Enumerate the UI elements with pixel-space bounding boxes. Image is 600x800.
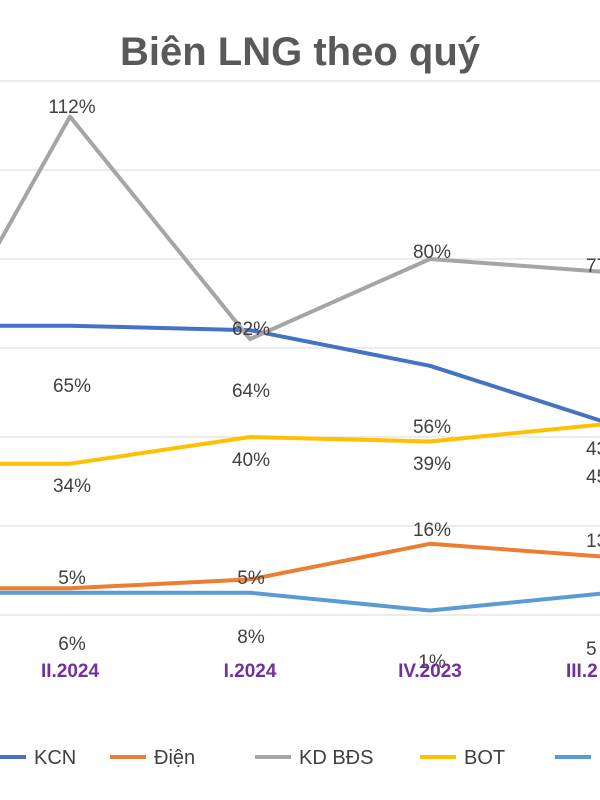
data-label: 77: [586, 256, 600, 277]
x-tick-label: I.2024: [224, 661, 277, 682]
series-line-series-5: [0, 590, 600, 613]
x-tick-label: III.2: [566, 661, 598, 682]
legend-label: KD BĐS: [299, 747, 373, 769]
data-labels: 65% 64% 56% 43 6% 8% 16% 13 112% 62% 80% 77 34% 40% 39…: [48, 97, 600, 673]
data-label: 5%: [58, 568, 86, 589]
series-line-kcn: [0, 323, 600, 423]
legend-label: Điện: [154, 747, 195, 769]
data-label: 6%: [58, 634, 86, 655]
data-label: 40%: [232, 450, 270, 471]
series-lines: [0, 114, 600, 613]
data-label: 62%: [232, 319, 270, 340]
chart-title: Biên LNG theo quý: [120, 30, 481, 74]
data-label: 112%: [48, 97, 95, 118]
data-label: 5: [586, 639, 597, 660]
gridlines: [0, 80, 600, 616]
series-line-bot: [0, 422, 600, 466]
data-label: 1%: [418, 652, 446, 673]
legend: KCN Điện KD BĐS BOT: [0, 747, 591, 769]
legend-label: BOT: [464, 747, 505, 769]
data-label: 43: [586, 439, 600, 460]
data-label: 5%: [237, 568, 265, 589]
data-label: 8%: [237, 627, 265, 648]
x-axis-ticks: II.2024 I.2024 IV.2023 III.2: [41, 661, 598, 682]
series-line-điện: [0, 541, 600, 591]
x-tick-label: II.2024: [41, 661, 100, 682]
data-label: 80%: [413, 242, 451, 263]
data-label: 64%: [232, 381, 270, 402]
data-label: 16%: [413, 520, 451, 541]
data-label: 34%: [53, 476, 91, 497]
data-label: 56%: [413, 417, 451, 438]
data-label: 39%: [413, 454, 451, 475]
series-line-kd-bđs: [0, 114, 600, 342]
data-label: 13: [586, 531, 600, 552]
data-label: 45: [586, 467, 600, 488]
legend-label: KCN: [34, 747, 76, 769]
x-tick-label: IV.2023: [398, 661, 462, 682]
data-label: 65%: [53, 376, 91, 397]
